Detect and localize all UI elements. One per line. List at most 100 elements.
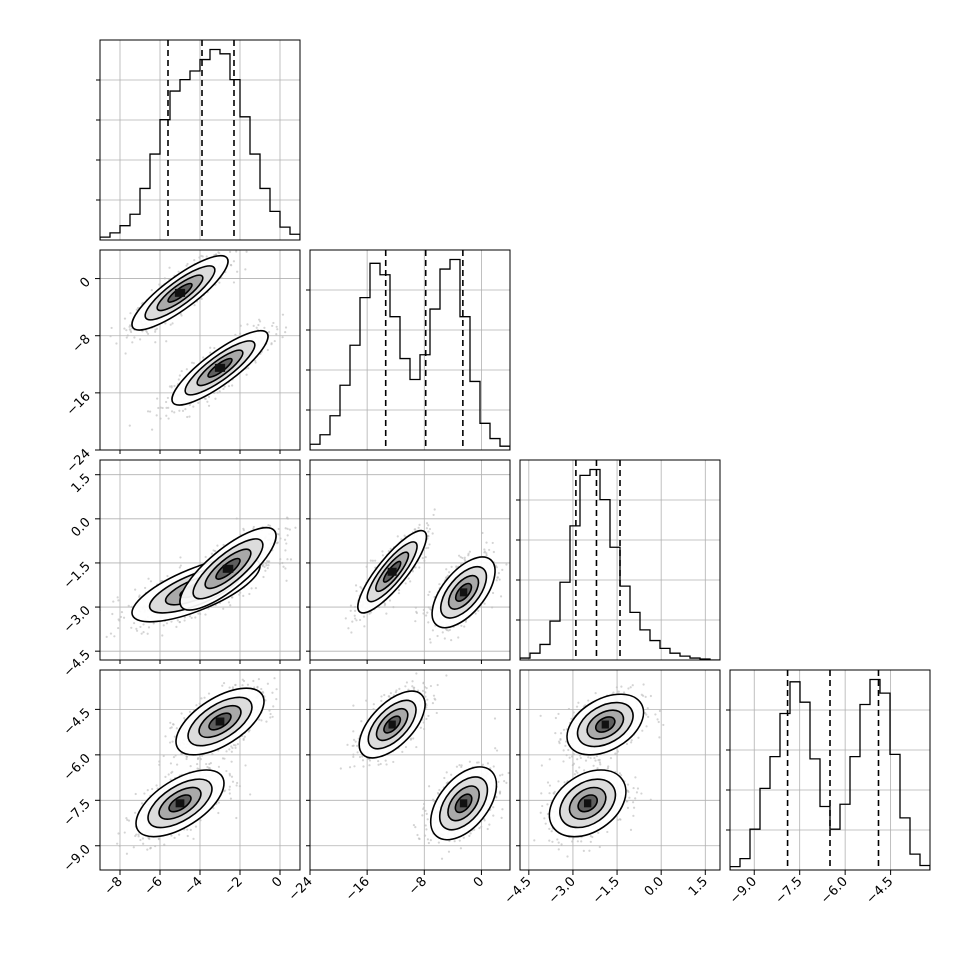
scatter-point bbox=[147, 626, 151, 629]
scatter-point bbox=[389, 547, 392, 550]
scatter-point bbox=[190, 361, 194, 364]
scatter-point bbox=[175, 625, 178, 628]
scatter-point bbox=[427, 524, 430, 527]
scatter-point bbox=[188, 615, 192, 618]
scatter-point bbox=[134, 811, 137, 814]
scatter-point bbox=[397, 589, 401, 592]
scatter-point bbox=[474, 612, 477, 615]
scatter-point bbox=[204, 555, 207, 559]
scatter-point bbox=[221, 684, 224, 687]
scatter-point bbox=[228, 686, 231, 689]
scatter-point bbox=[232, 281, 236, 284]
scatter-point bbox=[252, 324, 255, 327]
scatter-point bbox=[192, 405, 195, 408]
scatter-point bbox=[477, 609, 480, 612]
scatter-point bbox=[235, 816, 238, 820]
scatter-point bbox=[197, 612, 200, 615]
scatter-point bbox=[231, 780, 235, 783]
scatter-point bbox=[188, 710, 192, 713]
scatter-point bbox=[211, 753, 214, 756]
scatter-point bbox=[459, 556, 462, 559]
scatter-point bbox=[185, 757, 188, 761]
scatter-point bbox=[260, 687, 263, 691]
scatter-point bbox=[262, 563, 265, 566]
scatter-point bbox=[355, 619, 358, 622]
density-contours bbox=[131, 254, 269, 406]
scatter-point bbox=[177, 270, 180, 273]
histogram-step-line bbox=[310, 258, 510, 450]
scatter-point bbox=[235, 784, 238, 787]
scatter-point bbox=[257, 678, 261, 681]
scatter-point bbox=[355, 589, 358, 593]
scatter-point bbox=[193, 304, 196, 307]
scatter-point bbox=[213, 391, 216, 395]
scatter-point bbox=[374, 559, 377, 562]
scatter-point bbox=[230, 264, 233, 267]
scatter-point bbox=[170, 386, 173, 389]
scatter-point bbox=[270, 343, 273, 346]
scatter-point bbox=[180, 314, 183, 317]
density-peak bbox=[222, 564, 234, 573]
scatter-point bbox=[176, 763, 179, 766]
scatter-point bbox=[203, 397, 206, 400]
scatter-point bbox=[461, 556, 464, 560]
scatter-point bbox=[288, 528, 291, 531]
scatter-point bbox=[231, 686, 234, 689]
scatter-point bbox=[353, 614, 356, 617]
scatter-point bbox=[180, 712, 183, 715]
scatter-point bbox=[264, 562, 268, 565]
scatter-point bbox=[123, 317, 127, 320]
scatter-point bbox=[162, 754, 165, 758]
scatter-point bbox=[281, 336, 284, 339]
scatter-point bbox=[457, 554, 461, 557]
scatter-point bbox=[432, 513, 435, 517]
scatter-point bbox=[236, 781, 239, 785]
scatter-point bbox=[196, 762, 199, 766]
scatter-point bbox=[243, 735, 246, 738]
scatter-point bbox=[161, 406, 164, 410]
scatter-point bbox=[234, 683, 237, 687]
scatter-point bbox=[421, 557, 424, 560]
density-contours bbox=[131, 526, 277, 623]
scatter-point bbox=[158, 763, 161, 766]
scatter-point bbox=[138, 594, 141, 597]
scatter-point bbox=[186, 834, 189, 838]
scatter-point bbox=[441, 631, 444, 634]
scatter-point bbox=[143, 792, 146, 795]
scatter-point bbox=[218, 281, 221, 284]
scatter-panel-0-3 bbox=[99, 669, 301, 871]
scatter-point bbox=[117, 626, 120, 630]
scatter-point bbox=[481, 531, 484, 535]
scatter-point bbox=[294, 526, 297, 529]
scatter-point bbox=[118, 844, 121, 847]
scatter-point bbox=[125, 817, 128, 820]
scatter-point bbox=[203, 696, 206, 699]
scatter-point bbox=[258, 320, 262, 323]
scatter-point bbox=[131, 341, 134, 344]
scatter-point bbox=[87, 604, 89, 606]
scatter-point bbox=[170, 771, 173, 774]
scatter-point bbox=[119, 615, 123, 619]
scatter-point bbox=[271, 324, 274, 327]
density-contours bbox=[135, 687, 265, 838]
scatter-panel-1-2 bbox=[309, 459, 511, 661]
scatter-point bbox=[227, 385, 231, 388]
scatter-point bbox=[255, 326, 258, 329]
scatter-point bbox=[172, 756, 176, 759]
scatter-point bbox=[217, 801, 220, 804]
scatter-point bbox=[285, 579, 288, 582]
scatter-point bbox=[397, 592, 401, 595]
scatter-point bbox=[384, 602, 387, 606]
scatter-point bbox=[276, 328, 279, 331]
scatter-point bbox=[149, 847, 152, 850]
scatter-point bbox=[147, 577, 150, 580]
scatter-point bbox=[234, 744, 237, 747]
scatter-point bbox=[122, 616, 126, 619]
scatter-point bbox=[385, 612, 388, 615]
scatter-point bbox=[186, 415, 189, 419]
scatter-point bbox=[133, 336, 136, 339]
scatter-point bbox=[158, 760, 161, 763]
scatter-point bbox=[113, 635, 116, 638]
scatter-point bbox=[239, 591, 242, 594]
scatter-point bbox=[266, 348, 269, 352]
